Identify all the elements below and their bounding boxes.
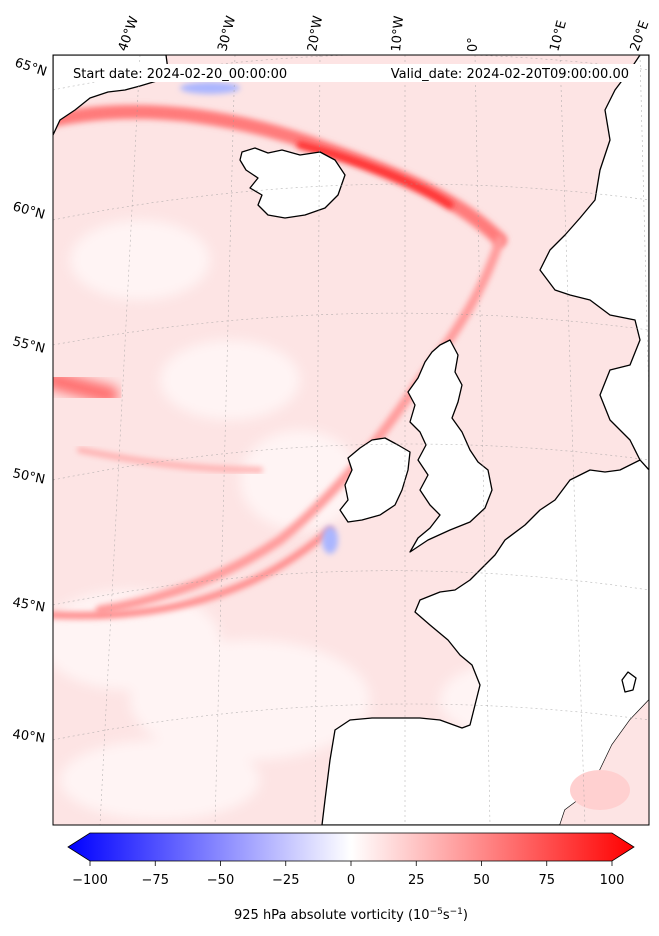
lon-label-20e: 20°E (628, 19, 653, 54)
map-frame (52, 54, 650, 826)
colorbar-bar (67, 832, 635, 862)
lat-label-45n: 45°N (11, 595, 46, 615)
colorbar-tick-label: 75 (538, 873, 555, 888)
colorbar-tick-label: 0 (347, 873, 355, 888)
lat-label-50n: 50°N (11, 466, 46, 487)
start-date-text: Start date: 2024-02-20_00:00:00 (73, 67, 287, 82)
mediterranean-sea (560, 700, 649, 825)
iceland (239, 147, 346, 219)
lat-label-65n: 65°N (13, 56, 49, 80)
lon-label-20w: 20°W (305, 15, 326, 53)
colorbar-tick-label: 50 (473, 873, 490, 888)
scandinavia (539, 55, 649, 471)
continental-europe (321, 459, 649, 825)
colorbar-tick-label: −50 (207, 873, 234, 888)
great-britain (407, 339, 493, 553)
band-mid-atlantic (77, 447, 263, 473)
colorbar: −100 −75 −50 −25 0 25 50 75 100 925 hPa absolute… (67, 832, 635, 923)
lat-label-60n: 60°N (11, 199, 47, 222)
front-band-south (53, 526, 334, 620)
jet-band-core (296, 141, 454, 209)
corsica (621, 671, 637, 693)
band-west (53, 371, 119, 404)
lon-label-0: 0° (466, 37, 481, 52)
header-strip (62, 64, 640, 82)
graticule (53, 55, 649, 825)
front-band-main (95, 235, 505, 615)
lat-label-40n: 40°N (11, 727, 46, 746)
colorbar-label: 925 hPa absolute vorticity (10−5s−1) (234, 907, 468, 923)
lon-label-10e: 10°E (547, 19, 570, 53)
colorbar-tick-label: 100 (600, 873, 625, 888)
colorbar-tick-label: −100 (72, 873, 108, 888)
colorbar-tick-label: 25 (408, 873, 425, 888)
latitude-labels: 65°N 60°N 55°N 50°N 45°N 40°N (11, 56, 49, 747)
lon-label-40w: 40°W (116, 14, 142, 53)
lon-label-30w: 30°W (215, 14, 239, 53)
colorbar-tick-label: −75 (142, 873, 169, 888)
colorbar-tick-label: −25 (272, 873, 299, 888)
longitude-labels: 40°W 30°W 20°W 10°W 0° 10°E 20°E (116, 14, 653, 53)
valid-date-text: Valid_date: 2024-02-20T09:00:00.00 (391, 67, 629, 82)
land-masses (53, 55, 649, 825)
map-panel (53, 55, 649, 825)
lat-label-55n: 55°N (11, 334, 46, 356)
lon-label-10w: 10°W (389, 15, 407, 52)
colorbar-ticks: −100 −75 −50 −25 0 25 50 75 100 (72, 861, 624, 888)
ireland (339, 437, 411, 523)
